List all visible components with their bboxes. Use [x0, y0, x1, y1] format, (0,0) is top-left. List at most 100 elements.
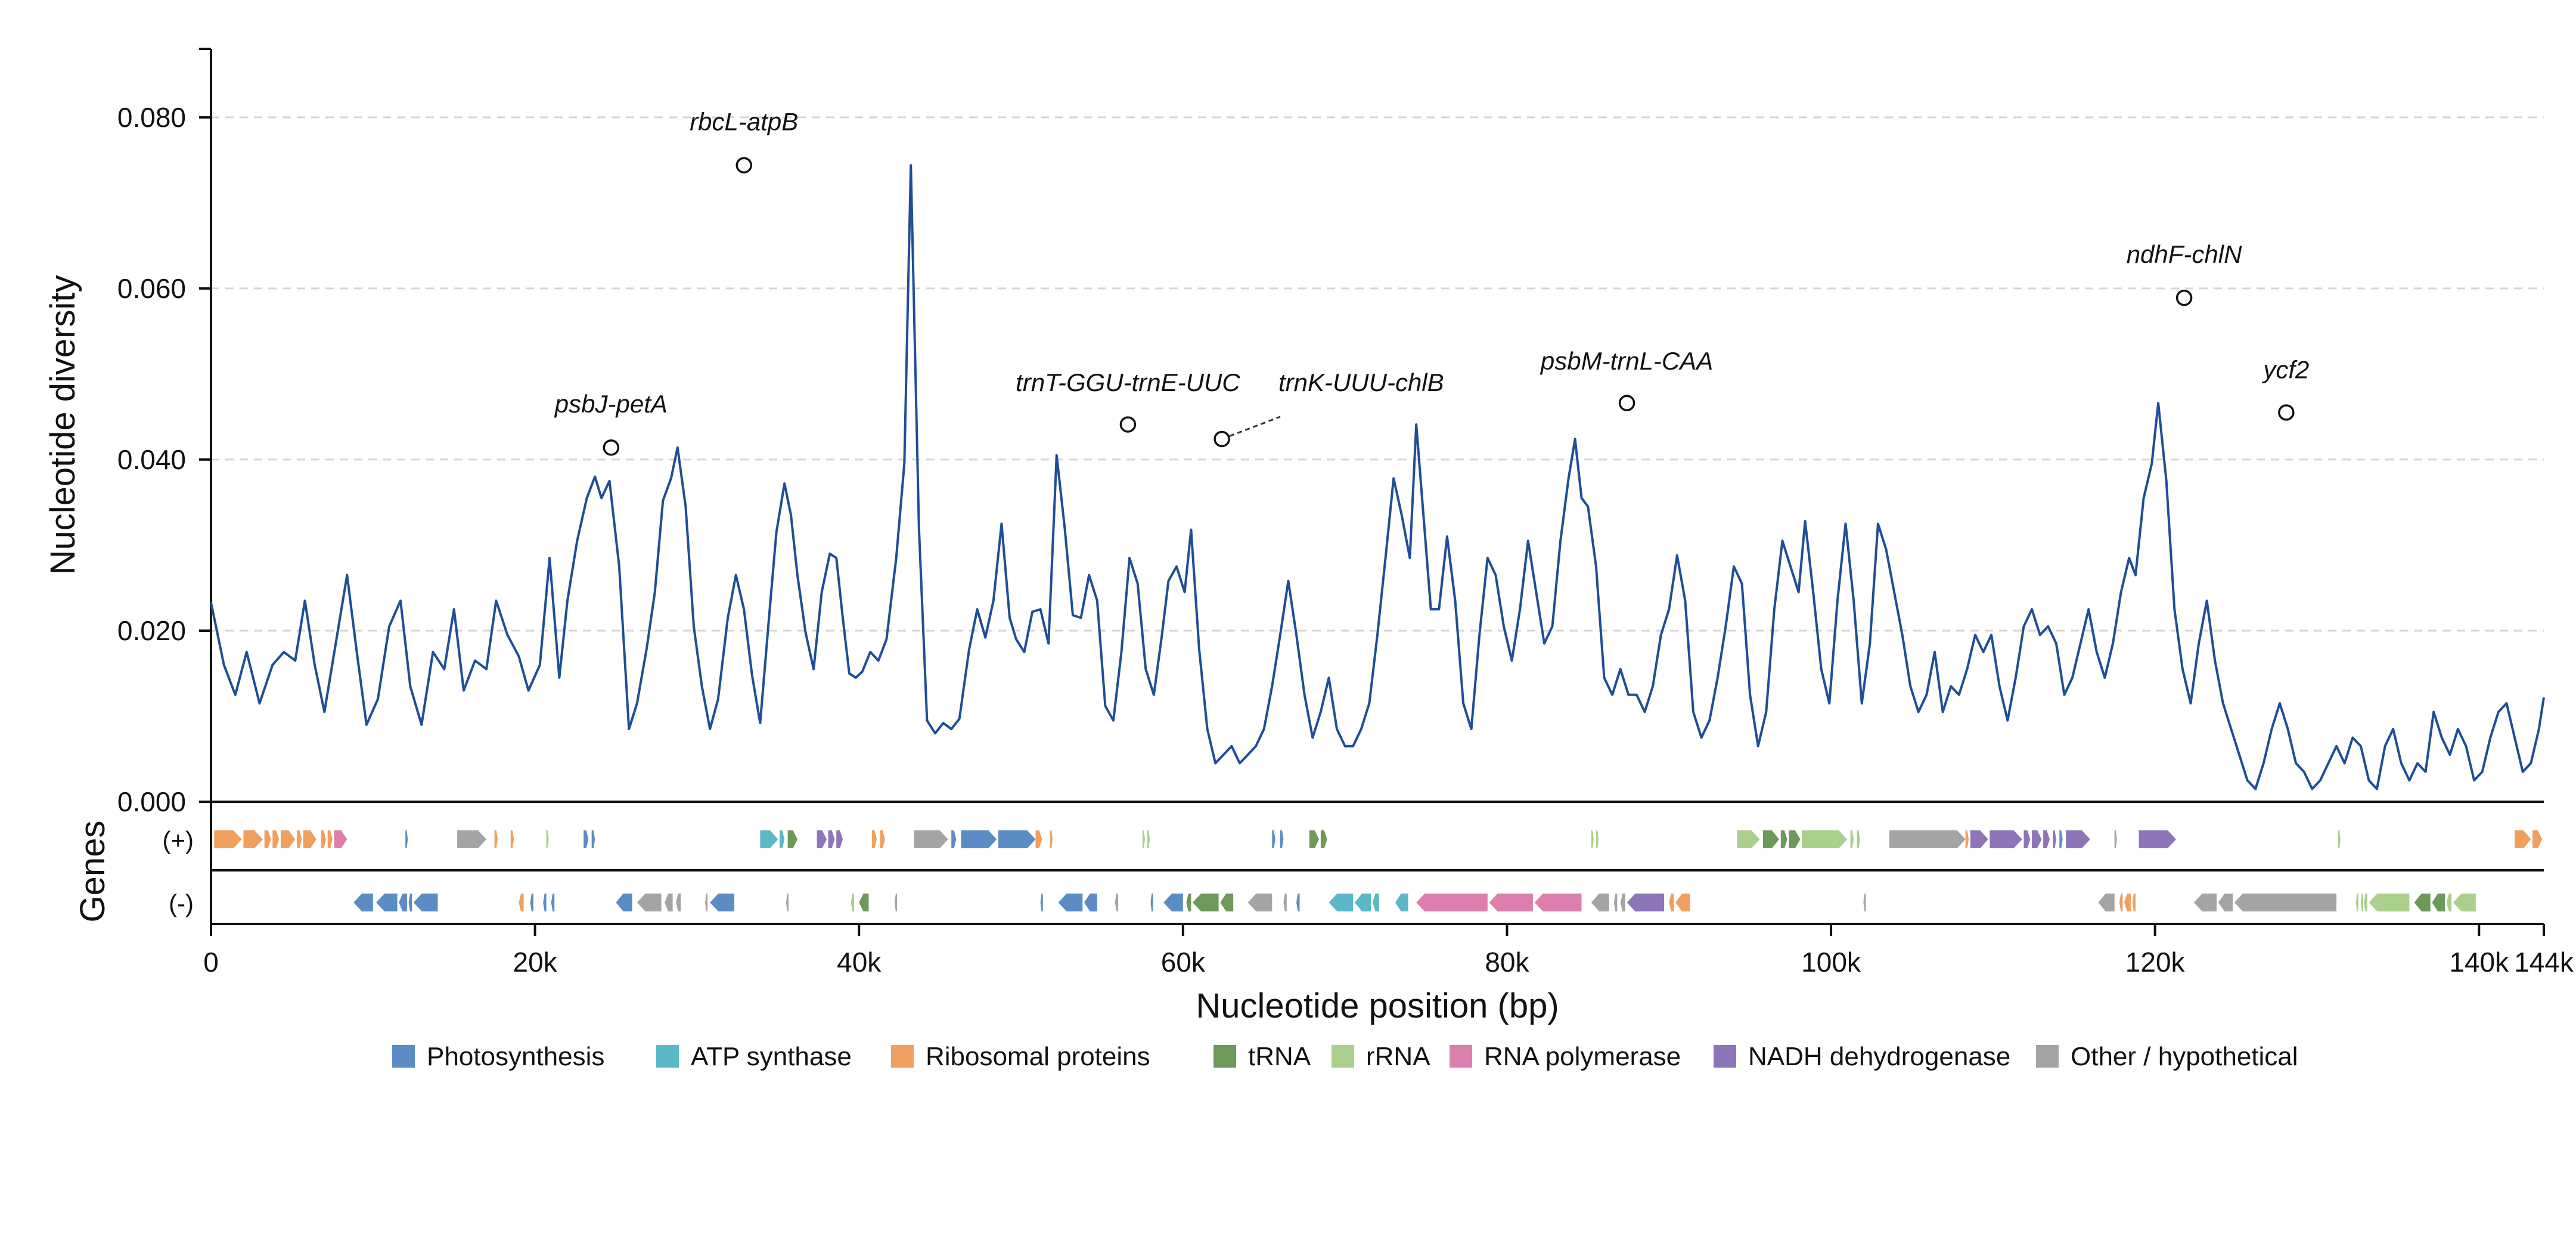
gene-block — [1591, 894, 1609, 911]
gene-block — [2132, 894, 2136, 911]
gene-block — [1320, 830, 1327, 848]
gene-block — [1965, 830, 1969, 848]
peak-label: rbcL-atpB — [690, 107, 798, 135]
gene-block — [786, 894, 789, 911]
peak-marker — [2278, 404, 2295, 421]
gene-block — [836, 830, 843, 848]
gene-block — [998, 830, 1036, 848]
peak-label: trnK-UUU-chlB — [1278, 368, 1444, 396]
gene-block — [637, 894, 662, 911]
x-tick-label: 20k — [513, 947, 558, 978]
gene-block — [1627, 894, 1665, 911]
x-tick-label: 120k — [2125, 947, 2186, 978]
gene-block — [584, 830, 589, 848]
legend-swatch — [2036, 1045, 2059, 1068]
legend: Photosynthesis ATP synthase Ribosomal prot… — [392, 1042, 2298, 1071]
peak-marker — [1618, 395, 1635, 411]
gene-block — [2066, 830, 2090, 848]
gene-block — [494, 830, 498, 848]
gene-block — [787, 830, 797, 848]
gene-block — [1857, 830, 1860, 848]
gene-block — [264, 830, 271, 848]
legend-swatch — [656, 1045, 679, 1068]
legend-swatch — [891, 1045, 914, 1068]
gene-block — [405, 830, 408, 848]
legend-label: NADH dehydrogenase — [1748, 1042, 2010, 1071]
gene-block — [914, 830, 948, 848]
y-ticks: 0.000 0.020 0.040 0.060 0.080 — [117, 102, 211, 817]
gene-block — [2114, 830, 2117, 848]
gene-block — [353, 894, 373, 911]
gene-block — [1534, 894, 1582, 911]
y-tick-label: 0.000 — [117, 786, 186, 817]
gene-block — [760, 830, 778, 848]
gene-block — [413, 894, 438, 911]
gene-block — [1142, 830, 1145, 848]
gene-block — [2032, 830, 2042, 848]
legend-swatch — [1332, 1045, 1354, 1068]
gene-block — [1150, 894, 1153, 911]
legend-label: rRNA — [1366, 1042, 1430, 1071]
gene-block — [243, 830, 263, 848]
peak-label: ndhF-chlN — [2127, 240, 2242, 268]
y-tick-label: 0.020 — [117, 615, 186, 646]
gene-block — [408, 894, 412, 911]
gene-block — [961, 830, 997, 848]
gene-block — [2059, 830, 2063, 848]
gene-block — [872, 830, 877, 848]
x-axis-title: Nucleotide position (bp) — [1196, 987, 1559, 1025]
x-tick-label: 40k — [837, 947, 882, 978]
gene-block — [1296, 894, 1300, 911]
gene-block — [1789, 830, 1801, 848]
gene-block — [543, 894, 547, 911]
gene-block — [530, 894, 533, 911]
x-tick-label: 144k — [2514, 947, 2574, 978]
y-axis-title: Nucleotide diversity — [44, 275, 82, 575]
plus-strand-label: (+) — [163, 826, 194, 854]
gene-block — [951, 830, 957, 848]
gene-block — [1675, 894, 1690, 911]
gene-block — [828, 830, 835, 848]
gene-block — [676, 894, 681, 911]
legend-label: Photosynthesis — [427, 1042, 604, 1071]
gene-block — [1163, 894, 1183, 911]
gene-block — [817, 830, 827, 848]
gene-block — [2023, 830, 2031, 848]
diversity-series — [210, 164, 2545, 790]
minus-strand-label: (-) — [169, 889, 194, 917]
gene-block — [591, 830, 595, 848]
gene-block — [2119, 894, 2123, 911]
gene-block — [321, 830, 326, 848]
gene-block — [1035, 830, 1042, 848]
legend-label: RNA polymerase — [1484, 1042, 1681, 1071]
gene-block — [1040, 894, 1043, 911]
peak-label: psbM-trnL-CAA — [1540, 347, 1713, 375]
gene-block — [880, 830, 885, 848]
gene-block — [2515, 830, 2531, 848]
gene-block — [1272, 830, 1275, 848]
gene-block — [2532, 830, 2543, 848]
gene-block — [2193, 894, 2217, 911]
gene-block — [2360, 894, 2363, 911]
gene-block — [1802, 830, 1848, 848]
gene-block — [1620, 894, 1625, 911]
peak-annotations: psbJ-petA rbcL-atpB trnT-GGU-trnE-UUC trnK-… — [554, 107, 2309, 456]
gene-block — [859, 894, 869, 911]
gene-block — [2369, 894, 2410, 911]
gene-block — [510, 830, 514, 848]
gene-block — [1863, 894, 1866, 911]
peak-leader-line — [1221, 415, 1281, 440]
x-ticks: 0 20k 40k 60k 80k 100k 120k 140k 144k — [203, 924, 2574, 978]
gene-block — [1416, 894, 1488, 911]
gene-block — [399, 894, 407, 911]
legend-swatch — [392, 1045, 415, 1068]
gene-block — [1395, 894, 1408, 911]
gene-block — [2432, 894, 2445, 911]
gene-block — [665, 894, 673, 911]
gene-block — [551, 894, 555, 911]
gene-block — [1850, 830, 1854, 848]
gene-block — [1780, 830, 1787, 848]
x-tick-label: 60k — [1161, 947, 1206, 978]
y-tick-label: 0.040 — [117, 444, 186, 475]
gene-block — [1280, 830, 1284, 848]
